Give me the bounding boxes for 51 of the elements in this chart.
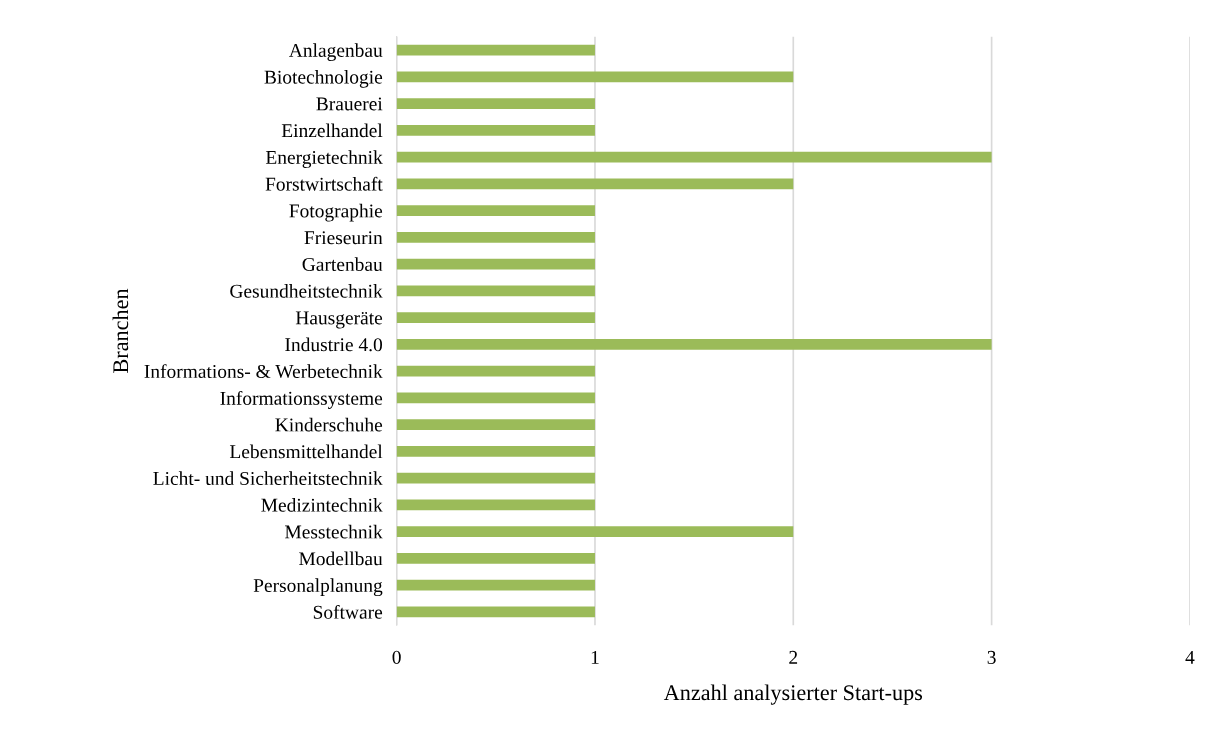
bar <box>396 285 595 297</box>
y-tick-label: Brauerei <box>316 97 383 111</box>
bar <box>396 231 595 243</box>
x-tick-label: 0 <box>392 650 401 664</box>
y-tick-label: Lebensmittelhandel <box>229 444 383 459</box>
y-tick-label: Frieseurin <box>304 231 383 245</box>
bar <box>396 178 794 190</box>
y-tick-label: Messtechnik <box>285 524 383 539</box>
x-tick-label: 1 <box>591 650 599 664</box>
y-tick-label: Einzelhandel <box>281 123 383 138</box>
y-tick-label: Software <box>313 604 383 619</box>
bar <box>396 205 595 216</box>
bar <box>396 499 595 511</box>
y-tick-label: Hausgeräte <box>295 311 383 329</box>
y-tick-label: Fotographie <box>289 203 383 222</box>
bar <box>396 472 595 484</box>
bar <box>396 124 595 136</box>
bar <box>396 312 595 323</box>
bar <box>396 392 595 404</box>
bar <box>396 151 992 163</box>
bar <box>396 606 595 618</box>
bar <box>396 338 992 350</box>
bar <box>396 419 595 430</box>
x-axis-title: Anzahl analysierter Start-ups <box>663 684 923 705</box>
y-tick-label: Anlagenbau <box>289 43 383 61</box>
y-tick-label: Biotechnologie <box>264 70 383 88</box>
y-tick-label: Medizintechnik <box>261 498 383 512</box>
y-tick-label: Gesundheitstechnik <box>230 284 383 298</box>
y-tick-label: Energietechnik <box>265 150 383 168</box>
y-axis-title: Branchen <box>112 288 129 373</box>
y-tick-label: Licht- und Sicherheitstechnik <box>153 471 383 486</box>
y-tick-label: Informationssysteme <box>220 390 383 409</box>
bar <box>396 44 595 56</box>
x-tick-label: 4 <box>1185 650 1195 664</box>
bar <box>396 71 794 83</box>
x-tick-label: 2 <box>789 650 798 664</box>
y-tick-label: Gartenbau <box>302 257 383 271</box>
x-tick-label: 3 <box>987 650 996 664</box>
y-tick-label: Informations- & Werbetechnik <box>144 364 383 379</box>
bar <box>396 98 595 109</box>
y-tick-label: Forstwirtschaft <box>265 176 383 191</box>
bar <box>396 553 595 564</box>
y-tick-label: Industrie 4.0 <box>285 337 383 352</box>
bar <box>396 526 794 537</box>
bar <box>396 258 595 270</box>
bar <box>396 365 595 377</box>
y-tick-label: Kinderschuhe <box>275 417 383 432</box>
y-tick-label: Modellbau <box>299 551 383 566</box>
y-tick-label: Personalplanung <box>253 578 383 597</box>
bar <box>396 445 595 457</box>
bar <box>396 579 595 591</box>
